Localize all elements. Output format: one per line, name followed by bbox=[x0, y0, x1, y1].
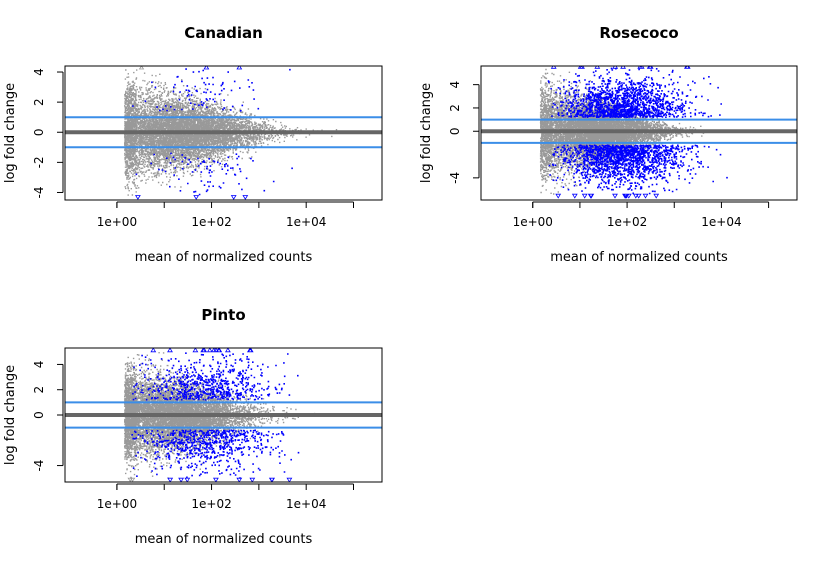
non-significant-points bbox=[124, 69, 338, 196]
ma-plot-panel-canadian: 1e+00 1e+02 1e+04 -4 -2 0 2 4 Canadian mean of no… bbox=[3, 24, 383, 265]
y-axis: -4 0 2 4 bbox=[448, 81, 480, 184]
significant-clipped-points bbox=[134, 66, 249, 200]
y-tick-label: 4 bbox=[448, 81, 462, 89]
ma-plot-panel-pinto: 1e+00 1e+02 1e+04 -4 0 2 4 Pinto mean of normali… bbox=[3, 306, 383, 547]
significant-clipped-points bbox=[150, 348, 293, 482]
y-tick-label: -4 bbox=[448, 172, 462, 184]
x-axis-label: mean of normalized counts bbox=[550, 250, 728, 265]
non-significant-clipped-points bbox=[138, 66, 145, 70]
y-tick-label: 0 bbox=[32, 411, 46, 419]
plot-frame bbox=[64, 65, 383, 201]
y-tick-label: 2 bbox=[448, 104, 462, 112]
x-tick-label: 1e+04 bbox=[701, 215, 741, 229]
y-tick-label: 0 bbox=[32, 128, 46, 136]
y-tick-label: 0 bbox=[448, 127, 462, 135]
y-axis-label: log fold change bbox=[3, 83, 18, 183]
y-tick-label: -2 bbox=[32, 156, 46, 168]
panel-title: Rosecoco bbox=[599, 24, 678, 42]
panel-title: Canadian bbox=[184, 24, 263, 42]
x-tick-label: 1e+04 bbox=[286, 215, 326, 229]
significant-points bbox=[132, 68, 293, 196]
y-axis: -4 -2 0 2 4 bbox=[32, 68, 64, 198]
x-axis: 1e+00 1e+02 1e+04 bbox=[97, 483, 355, 511]
x-tick-label: 1e+02 bbox=[191, 215, 231, 229]
panel-title: Pinto bbox=[201, 306, 245, 324]
x-tick-label: 1e+02 bbox=[607, 215, 647, 229]
point-cloud bbox=[124, 348, 316, 482]
x-axis: 1e+00 1e+02 1e+04 bbox=[513, 201, 770, 229]
x-tick-label: 1e+04 bbox=[286, 497, 326, 511]
x-axis-label: mean of normalized counts bbox=[135, 532, 313, 547]
x-tick-label: 1e+00 bbox=[97, 497, 137, 511]
point-cloud bbox=[124, 66, 338, 200]
x-tick-label: 1e+00 bbox=[97, 215, 137, 229]
y-axis-label: log fold change bbox=[3, 365, 18, 465]
y-tick-label: 4 bbox=[32, 361, 46, 369]
plot-frame bbox=[480, 65, 798, 201]
plot-frame bbox=[64, 347, 383, 483]
x-tick-label: 1e+02 bbox=[191, 497, 231, 511]
y-tick-label: 2 bbox=[32, 386, 46, 394]
y-tick-label: 4 bbox=[32, 68, 46, 76]
significant-points bbox=[131, 352, 300, 479]
y-tick-label: -4 bbox=[32, 186, 46, 198]
x-tick-label: 1e+00 bbox=[513, 215, 553, 229]
y-axis: -4 0 2 4 bbox=[32, 361, 64, 472]
y-tick-label: -4 bbox=[32, 460, 46, 472]
y-tick-label: 2 bbox=[32, 98, 46, 106]
x-axis-label: mean of normalized counts bbox=[135, 250, 313, 265]
significant-points bbox=[547, 67, 728, 195]
non-significant-clipped-points bbox=[127, 477, 136, 482]
ma-plot-panel-rosecoco: 1e+00 1e+02 1e+04 -4 0 2 4 Rosecoco mean of norm… bbox=[419, 24, 798, 265]
y-axis-label: log fold change bbox=[419, 83, 434, 183]
x-axis: 1e+00 1e+02 1e+04 bbox=[97, 201, 355, 229]
